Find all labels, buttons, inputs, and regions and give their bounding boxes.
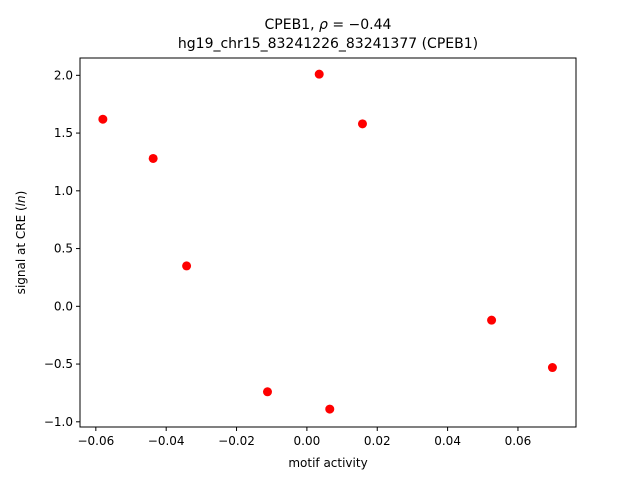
- x-tick-label: −0.02: [218, 434, 255, 448]
- data-point: [325, 404, 335, 414]
- x-tick-label: 0.00: [294, 434, 321, 448]
- x-tick-label: 0.04: [434, 434, 461, 448]
- data-point: [148, 153, 158, 163]
- axes-frame: [79, 57, 577, 428]
- y-tick-label: 0.0: [54, 299, 73, 313]
- data-point: [262, 387, 272, 397]
- y-axis-label: signal at CRE (ln): [14, 191, 28, 295]
- y-tick-label: 2.0: [54, 68, 73, 82]
- y-tick-label: 1.5: [54, 126, 73, 140]
- y-tick-label: 0.5: [54, 242, 73, 256]
- y-axis-ticks: −1.0 −0.5 0.0 0.5 1.0 1.5 2.0: [44, 68, 80, 429]
- data-point: [314, 69, 324, 79]
- x-axis-label: motif activity: [288, 456, 367, 470]
- x-tick-label: 0.02: [364, 434, 391, 448]
- y-tick-label: −0.5: [44, 357, 73, 371]
- data-point: [487, 315, 497, 325]
- data-points: [98, 69, 557, 414]
- data-point: [357, 119, 367, 129]
- x-tick-label: −0.06: [77, 434, 114, 448]
- x-tick-label: −0.04: [148, 434, 185, 448]
- y-tick-label: 1.0: [54, 184, 73, 198]
- chart-title-line2: hg19_chr15_83241226_83241377 (CPEB1): [178, 36, 478, 52]
- data-point: [547, 363, 557, 373]
- data-point: [182, 261, 192, 271]
- x-tick-label: 0.06: [505, 434, 532, 448]
- chart-title-line1: CPEB1, ρ = −0.44: [265, 17, 392, 33]
- x-axis-ticks: −0.06 −0.04 −0.02 0.00 0.02 0.04 0.06: [77, 427, 531, 448]
- y-tick-label: −1.0: [44, 415, 73, 429]
- data-point: [98, 114, 108, 124]
- plot-area: −0.06 −0.04 −0.02 0.00 0.02 0.04 0.06 −1.0 −0.5…: [44, 57, 577, 448]
